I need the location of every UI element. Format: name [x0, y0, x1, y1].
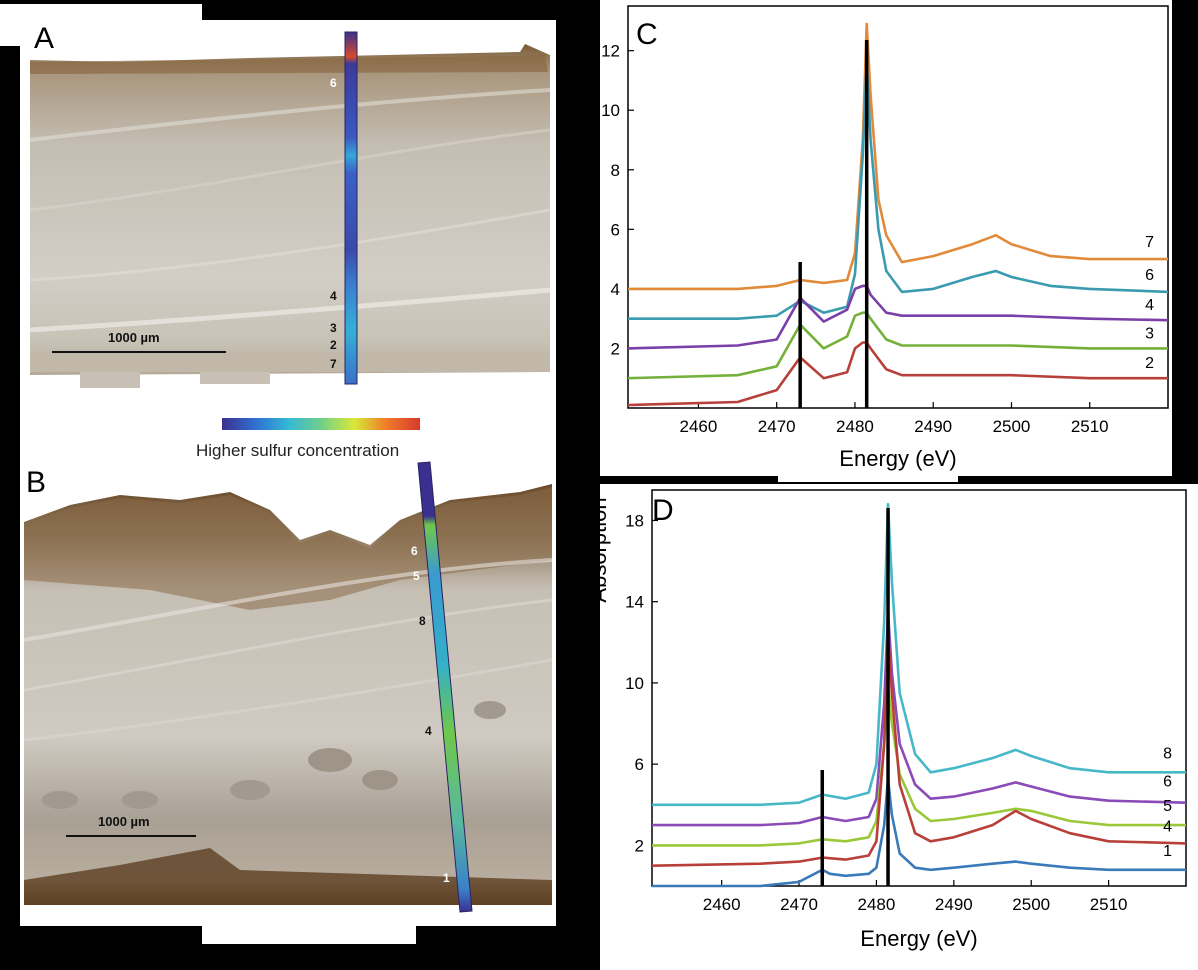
panel-d-frame — [600, 484, 1198, 970]
strip-b-point-4: 4 — [425, 724, 432, 738]
strip-b-point-8: 8 — [419, 614, 426, 628]
panel-c-frame — [600, 0, 1172, 476]
panel-b-bottom-frame — [202, 926, 416, 944]
colorbar-label: Higher sulfur concentration — [196, 441, 399, 460]
xrf-strip-a — [344, 31, 358, 385]
panel-b-label: B — [26, 466, 47, 499]
panel-a-label: A — [34, 22, 55, 55]
strip-a-point-6: 6 — [330, 76, 337, 90]
strip-b-point-5: 5 — [413, 569, 420, 583]
strip-b-point-1: 1 — [443, 871, 450, 885]
strip-a-point-7: 7 — [330, 357, 337, 371]
colorbar — [222, 418, 420, 430]
panel-c-xlabel-box — [778, 476, 958, 482]
strip-a-point-2: 2 — [330, 338, 337, 352]
scale-bar-a-label: 1000 µm — [108, 330, 160, 345]
strip-a-point-4: 4 — [330, 289, 337, 303]
panel-c-label: C — [636, 18, 658, 51]
scale-bar-b-label: 1000 µm — [98, 814, 150, 829]
strip-b-point-6: 6 — [411, 544, 418, 558]
xrf-strip-b — [417, 461, 473, 913]
strip-a-point-3: 3 — [330, 321, 337, 335]
micrograph-a: 1000 µm 6 4 3 2 7 Higher sulfur concentr… — [23, 31, 553, 913]
panel-d-label: D — [652, 494, 674, 527]
